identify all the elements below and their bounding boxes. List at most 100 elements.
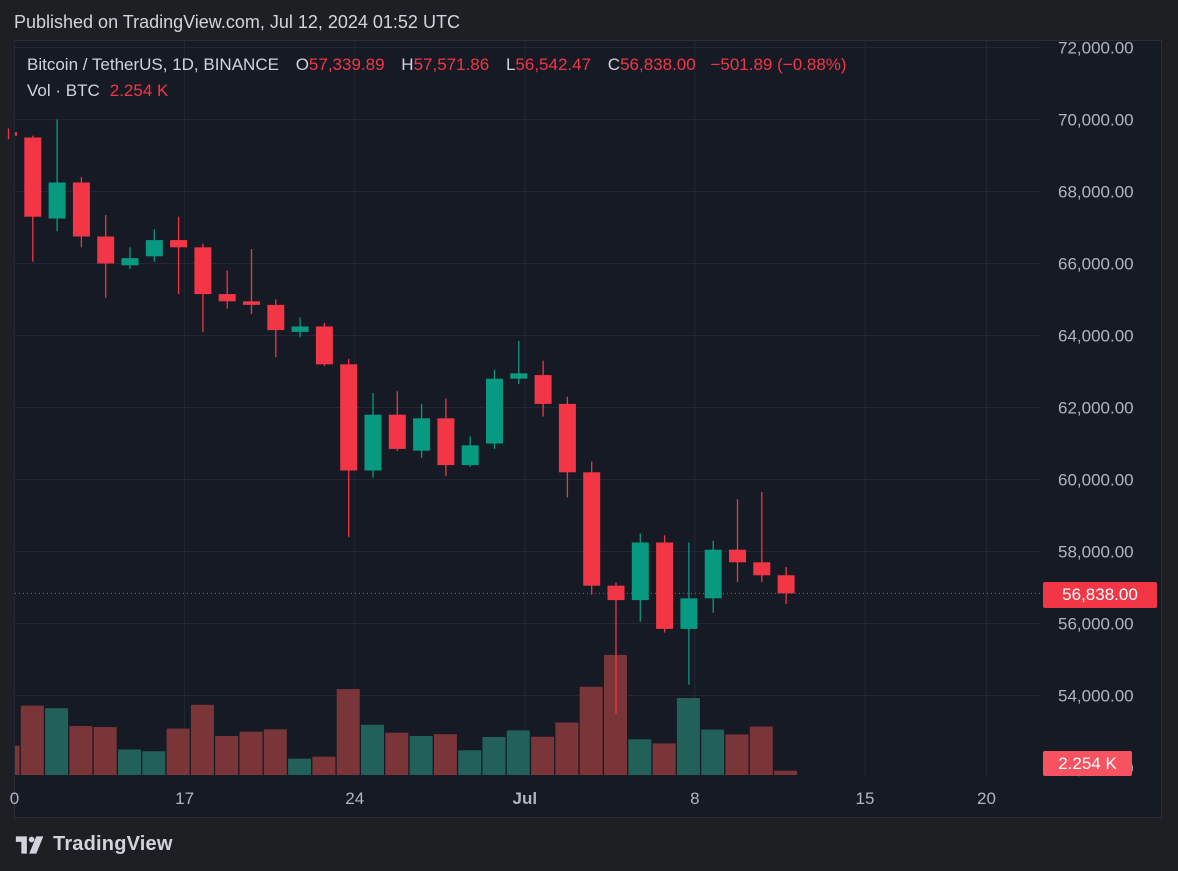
volume-bar[interactable] — [482, 737, 506, 775]
candle[interactable] — [461, 436, 479, 467]
candle[interactable] — [48, 119, 66, 232]
candle[interactable] — [97, 214, 115, 298]
candle[interactable] — [558, 396, 576, 498]
candle[interactable] — [315, 322, 333, 367]
x-tick-label: 8 — [690, 789, 699, 808]
candle-body — [680, 598, 698, 629]
volume-bar[interactable] — [701, 729, 725, 775]
volume-bar[interactable] — [45, 708, 69, 775]
last-volume-tag: 2.254 K — [1043, 751, 1132, 776]
volume-bar[interactable] — [118, 749, 141, 776]
tradingview-brand[interactable]: TradingView — [53, 833, 173, 855]
tradingview-logo-icon[interactable] — [15, 834, 45, 856]
volume-bar[interactable] — [531, 736, 555, 775]
candle-body — [170, 240, 188, 248]
footer[interactable]: TradingView — [15, 833, 173, 856]
volume-bar[interactable] — [458, 750, 482, 775]
volume-bar[interactable] — [166, 728, 190, 775]
close-label: C — [607, 55, 621, 74]
candle[interactable] — [24, 135, 42, 262]
candle[interactable] — [437, 398, 455, 476]
candle[interactable] — [704, 540, 722, 613]
volume-bar[interactable] — [312, 756, 336, 775]
y-tick-label: 56,000.00 — [1058, 615, 1134, 634]
volume-bar[interactable] — [676, 697, 700, 775]
volume-bar[interactable] — [361, 724, 384, 775]
volume-bar[interactable] — [409, 735, 433, 775]
y-tick-label: 62,000.00 — [1058, 399, 1134, 418]
x-tick-label: 24 — [345, 789, 364, 808]
volume-bar[interactable] — [336, 689, 360, 775]
candle[interactable] — [267, 299, 285, 358]
volume-bar[interactable] — [579, 686, 603, 775]
candle-body — [656, 542, 674, 629]
open-label: O — [295, 55, 309, 74]
last-price-tag: 56,838.00 — [1043, 582, 1157, 608]
candle-body — [48, 182, 66, 219]
volume-bar[interactable] — [433, 734, 457, 775]
candle[interactable] — [486, 369, 503, 449]
volume-bar[interactable] — [69, 726, 93, 775]
candle[interactable] — [534, 360, 552, 417]
candle[interactable] — [72, 177, 90, 248]
candle[interactable] — [145, 229, 163, 262]
candle[interactable] — [510, 340, 528, 385]
candle[interactable] — [656, 535, 674, 633]
volume-bar[interactable] — [93, 727, 117, 775]
volume-bar[interactable] — [774, 770, 798, 775]
candle[interactable] — [291, 317, 309, 338]
candle[interactable] — [388, 391, 406, 451]
volume-legend[interactable]: Vol · BTC 2.254 K — [27, 81, 168, 101]
volume-bar[interactable] — [263, 729, 287, 775]
volume-bar[interactable] — [604, 654, 627, 775]
candle[interactable] — [170, 216, 188, 295]
volume-bar[interactable] — [288, 758, 312, 775]
candle[interactable] — [121, 247, 139, 269]
volume-bar[interactable] — [749, 726, 773, 775]
symbol-name[interactable]: Bitcoin / TetherUS, 1D, BINANCE — [27, 55, 279, 74]
volume-bar[interactable] — [506, 730, 530, 775]
volume-bar[interactable] — [15, 745, 20, 775]
candle-body — [364, 414, 382, 471]
candle-body — [413, 418, 431, 451]
volume-bar[interactable] — [239, 731, 263, 775]
candle[interactable] — [631, 533, 649, 622]
volume-bar[interactable] — [555, 722, 579, 775]
candle[interactable] — [413, 403, 431, 458]
candle-body — [486, 378, 503, 444]
x-tick-label: 17 — [175, 789, 194, 808]
high-value: 57,571.86 — [413, 55, 490, 74]
candle[interactable] — [194, 243, 212, 332]
candle[interactable] — [364, 393, 382, 478]
volume-bar[interactable] — [652, 743, 676, 775]
candle-body — [631, 542, 649, 601]
candle[interactable] — [583, 461, 601, 595]
y-tick-label: 70,000.00 — [1058, 111, 1134, 130]
candle-body — [340, 364, 358, 471]
y-tick-label: 60,000.00 — [1058, 471, 1134, 490]
candle[interactable] — [340, 358, 358, 538]
candle[interactable] — [680, 542, 698, 685]
candle[interactable] — [7, 128, 18, 140]
candle-body — [243, 301, 260, 305]
candle-body — [777, 575, 795, 594]
candle-body — [145, 240, 163, 257]
volume-bar[interactable] — [142, 751, 166, 775]
volume-bar[interactable] — [20, 705, 44, 775]
candle[interactable] — [753, 492, 771, 583]
candle[interactable] — [777, 566, 795, 604]
candle[interactable] — [218, 270, 236, 309]
candle[interactable] — [729, 499, 746, 583]
candle-body — [97, 236, 115, 264]
volume-bar[interactable] — [385, 732, 409, 775]
symbol-legend[interactable]: Bitcoin / TetherUS, 1D, BINANCE O57,339.… — [27, 55, 847, 75]
candle[interactable] — [243, 249, 260, 314]
y-tick-label: 68,000.00 — [1058, 183, 1134, 202]
candle-body — [510, 373, 528, 379]
volume-bar[interactable] — [628, 739, 652, 775]
volume-bar[interactable] — [725, 734, 749, 775]
volume-bar[interactable] — [215, 735, 239, 775]
volume-bar[interactable] — [190, 704, 214, 775]
open-value: 57,339.89 — [308, 55, 385, 74]
